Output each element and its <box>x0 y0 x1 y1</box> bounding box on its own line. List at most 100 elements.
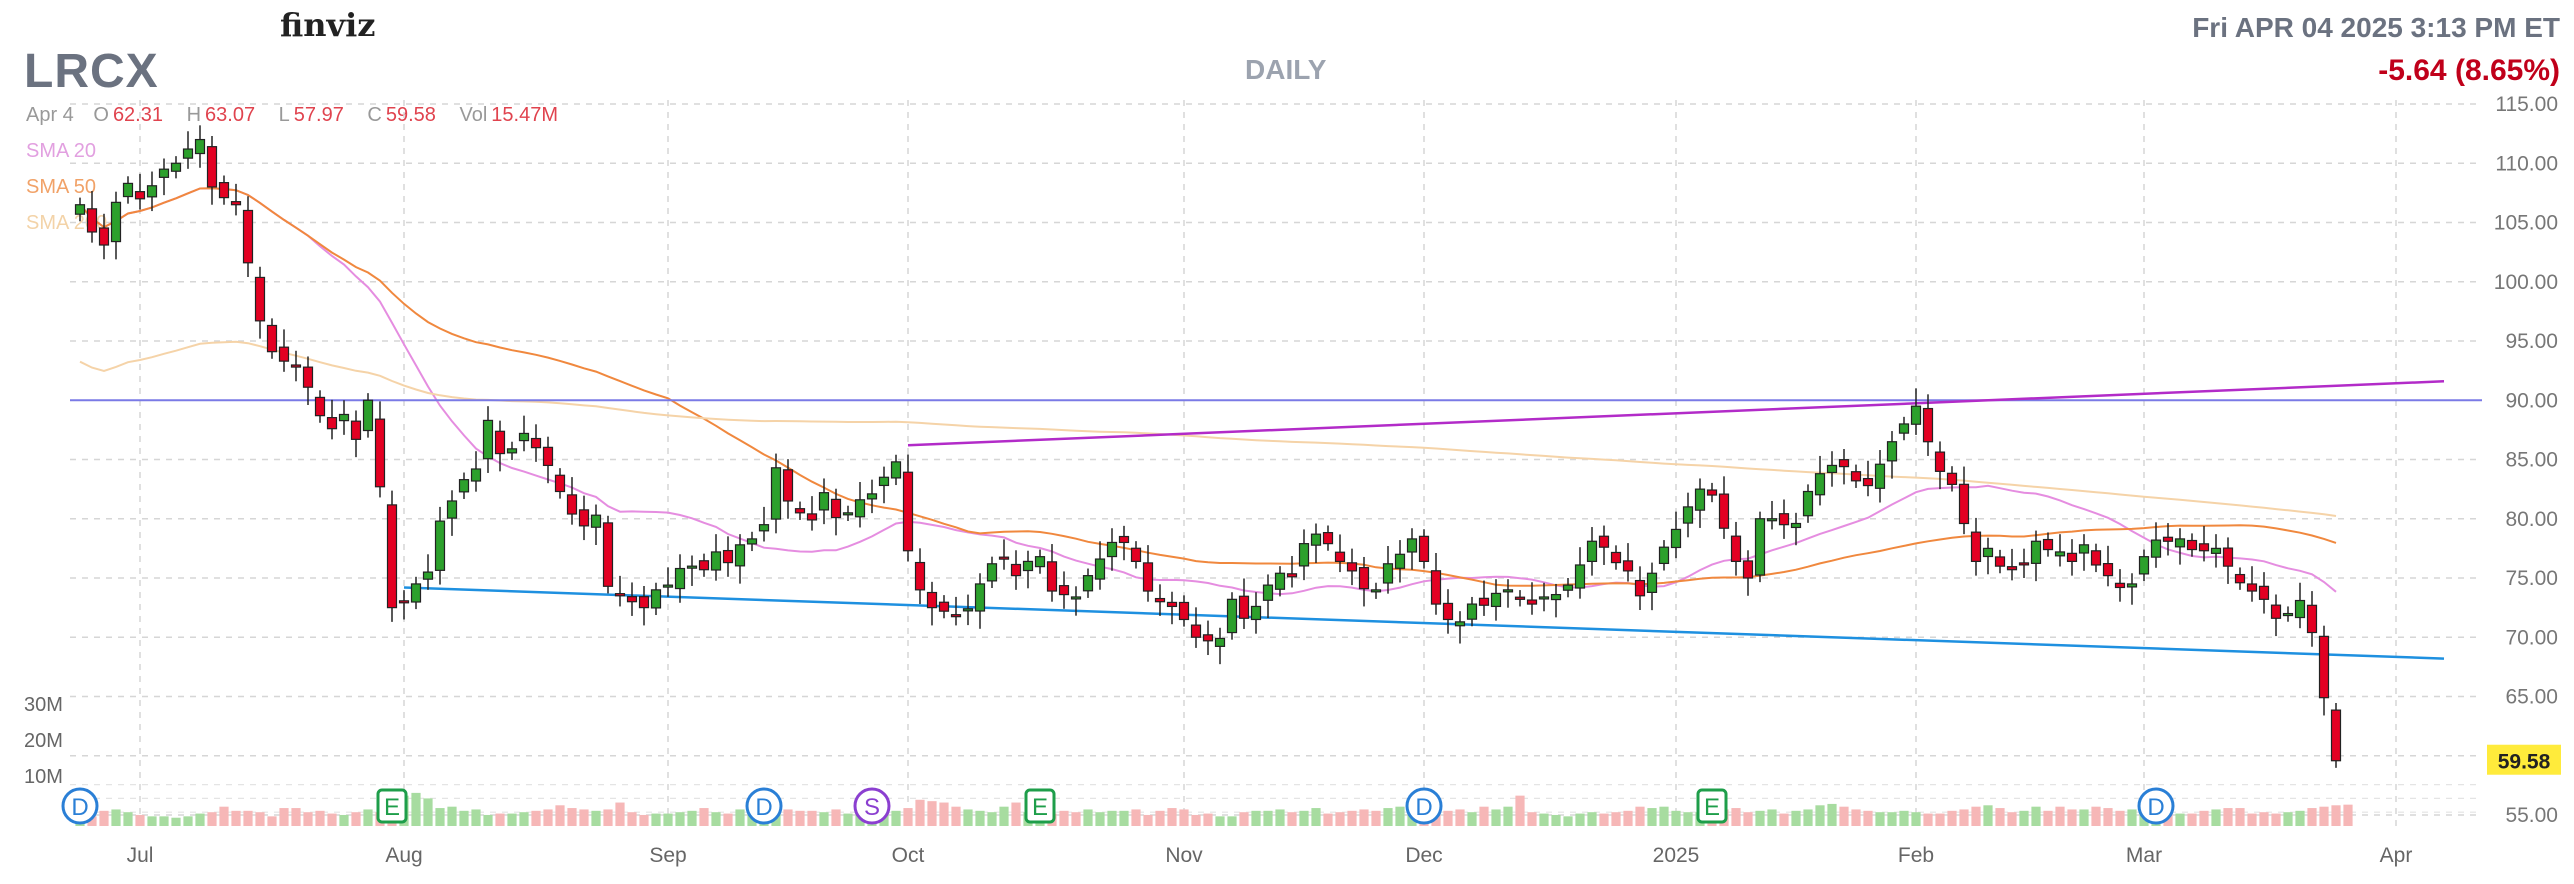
volume-bar <box>1887 812 1897 826</box>
candle-body <box>806 513 818 521</box>
candle-body <box>1970 531 1982 563</box>
candle-body <box>1622 560 1634 572</box>
volume-bar <box>1443 810 1453 826</box>
volume-bar <box>135 814 145 826</box>
volume-axis-label: 10M <box>24 766 63 788</box>
candle-body <box>326 417 338 430</box>
volume-bar <box>1575 813 1585 826</box>
candle-body <box>506 448 518 454</box>
candle-body <box>758 524 770 532</box>
candle-body <box>1190 624 1202 638</box>
volume-bar <box>183 816 193 826</box>
volume-bar <box>2223 808 2233 826</box>
event-marker-label: E <box>1032 794 1048 821</box>
volume-bar <box>147 816 157 826</box>
candle-body <box>1358 567 1370 590</box>
volume-bar <box>579 809 589 826</box>
earnings-marker <box>1024 788 1056 824</box>
candle-body <box>146 185 158 198</box>
candle-body <box>1238 595 1250 619</box>
volume-bar <box>1395 806 1405 826</box>
candle-body <box>1958 483 1970 525</box>
candle-body <box>1886 441 1898 462</box>
volume-bar <box>699 808 709 826</box>
volume-bar <box>591 810 601 826</box>
candle-body <box>1778 513 1790 526</box>
candle-body <box>986 563 998 582</box>
candle-body <box>1910 405 1922 425</box>
volume-bar <box>843 813 853 826</box>
dividend-marker <box>1405 787 1443 825</box>
candle-body <box>638 596 650 609</box>
y-tick-label: 55.00 <box>2505 804 2558 827</box>
candle-body <box>434 520 446 571</box>
volume-bar <box>903 808 913 826</box>
event-marker-label: D <box>71 794 88 821</box>
candle-body <box>1838 459 1850 468</box>
candle-body <box>1862 477 1874 487</box>
candle-body <box>2042 538 2054 551</box>
candle-body <box>398 600 410 604</box>
volume-bar <box>1551 814 1561 826</box>
candle-body <box>1682 506 1694 524</box>
candle-body <box>98 227 110 246</box>
candle-body <box>1178 601 1190 621</box>
volume-bar <box>483 814 493 826</box>
volume-bar <box>1587 812 1597 826</box>
candle-body <box>266 324 278 353</box>
volume-bar <box>531 810 541 826</box>
candle-body <box>458 479 470 493</box>
volume-bar <box>1755 810 1765 826</box>
volume-bar <box>2319 806 2329 826</box>
earnings-marker <box>376 788 408 824</box>
timeframe-label: DAILY <box>1245 54 1327 85</box>
volume-bar <box>2007 812 2017 826</box>
volume-bar <box>963 809 973 826</box>
volume-bar <box>1155 810 1165 826</box>
candle-body <box>2018 562 2030 566</box>
volume-bar <box>1359 809 1369 826</box>
candle-body <box>230 201 242 206</box>
y-tick-label: 95.00 <box>2505 330 2558 353</box>
volume-bar <box>2019 810 2029 826</box>
candle-body <box>1466 603 1478 620</box>
candle-body <box>290 364 302 368</box>
volume-bar <box>1107 810 1117 826</box>
volume-bar <box>1767 809 1777 826</box>
candle-body <box>2318 635 2330 699</box>
volume-bar <box>1131 809 1141 826</box>
candle-body <box>254 276 266 322</box>
volume-bar <box>207 812 217 826</box>
volume-bar <box>1923 813 1933 826</box>
candle-body <box>1994 556 2006 567</box>
candle-body <box>1406 538 1418 553</box>
volume-bar <box>1971 806 1981 826</box>
x-tick-label: Mar <box>2126 844 2162 867</box>
candle-body <box>1046 561 1058 592</box>
candle-body <box>902 471 914 552</box>
candle-body <box>386 504 398 609</box>
x-tick-label: Aug <box>385 844 422 867</box>
volume-bar <box>639 814 649 826</box>
volume-bar <box>2055 806 2065 826</box>
candle-body <box>218 182 230 199</box>
volume-bar <box>2247 813 2257 826</box>
x-tick-label: Feb <box>1898 844 1934 867</box>
finviz-logo[interactable]: finviz <box>280 6 376 44</box>
earnings-marker <box>1696 788 1728 824</box>
volume-bar <box>555 805 565 826</box>
candle-body <box>362 399 374 432</box>
volume-bar <box>1467 812 1477 826</box>
sma20-legend: SMA 20 <box>26 140 97 162</box>
volume-bar <box>1731 808 1741 826</box>
volume-bar <box>675 812 685 826</box>
volume-bar <box>1455 809 1465 826</box>
volume-bar <box>435 808 445 826</box>
volume-bar <box>1011 802 1021 826</box>
candle-body <box>2126 583 2138 588</box>
candle-body <box>1202 634 1214 642</box>
volume-bar <box>1815 805 1825 826</box>
y-tick-label: 110.00 <box>2495 152 2558 175</box>
candle-body <box>746 538 758 545</box>
